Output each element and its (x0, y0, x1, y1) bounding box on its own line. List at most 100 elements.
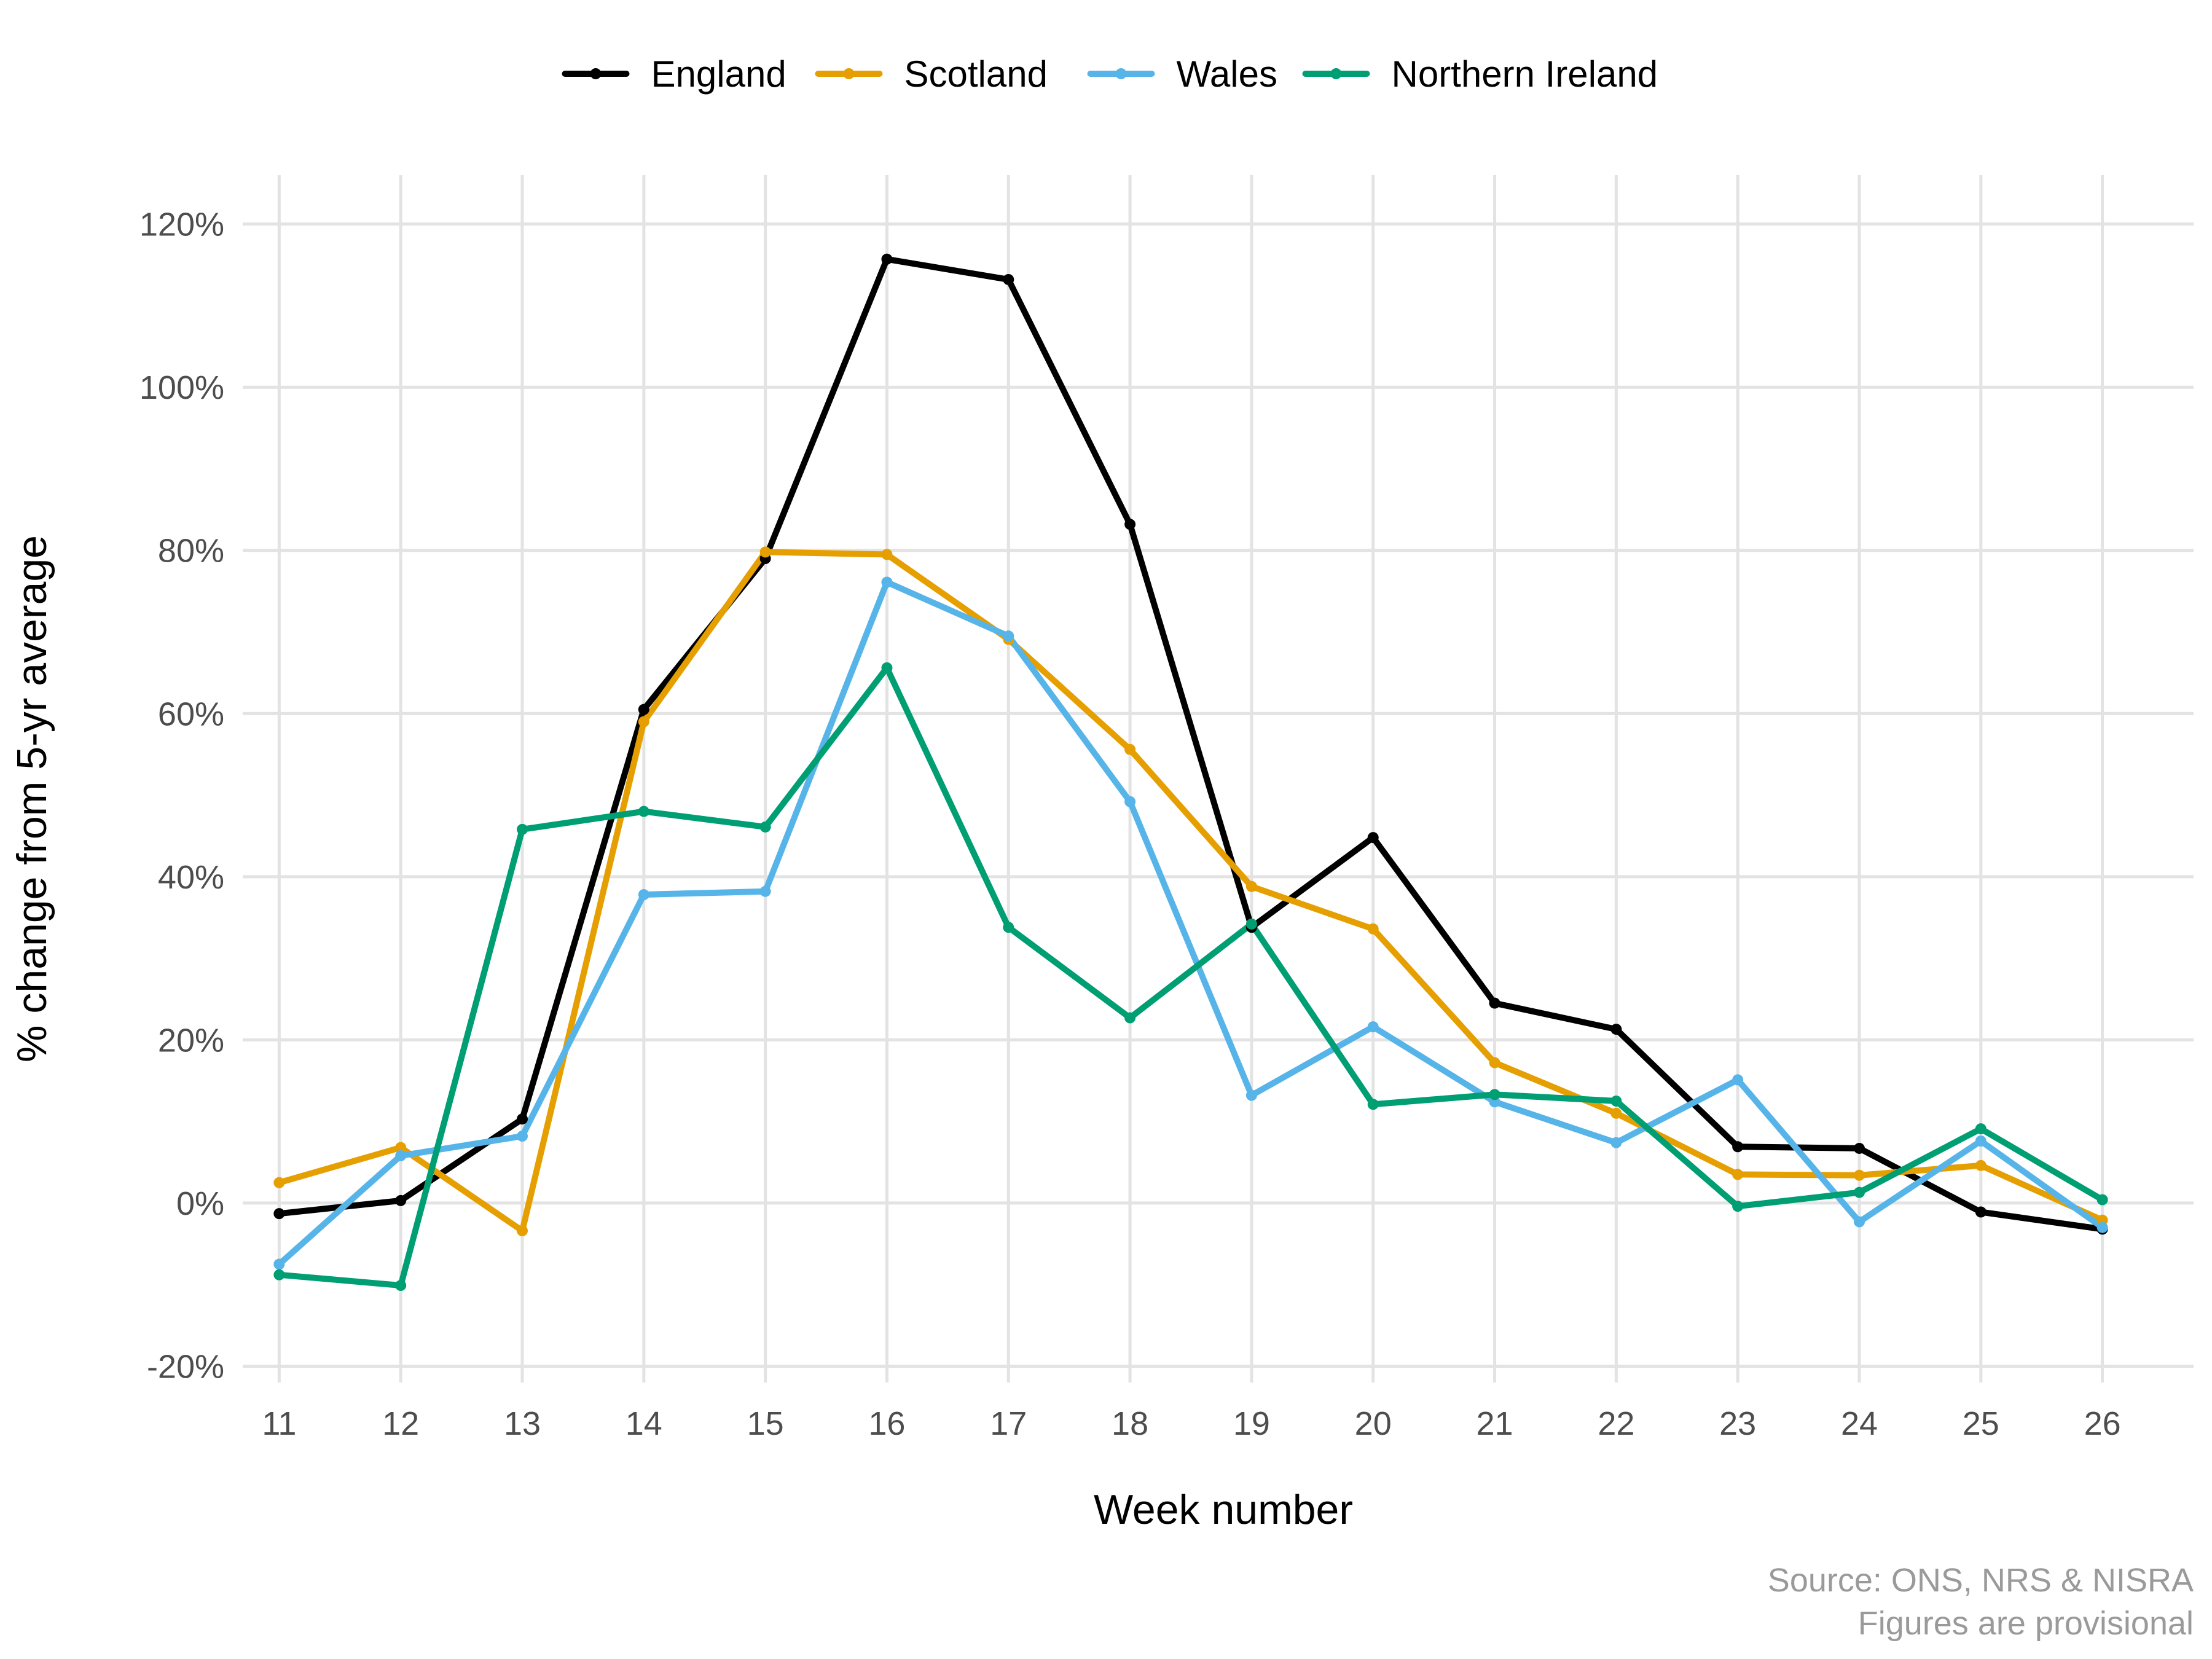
data-point-wales (638, 889, 649, 901)
data-point-england (1975, 1206, 1986, 1218)
x-tick-label: 11 (262, 1405, 296, 1442)
data-point-england (881, 253, 893, 265)
data-point-scotland (1367, 923, 1379, 935)
data-point-england (1853, 1142, 1865, 1154)
x-axis-tick-labels: 11 12 13 14 15 16 17 18 19 20 21 22 23 24 25 26 (262, 1405, 2120, 1442)
y-tick-label: 80% (158, 533, 224, 570)
legend-marker-england (590, 68, 602, 79)
x-tick-label: 17 (990, 1405, 1027, 1442)
y-tick-label: 60% (158, 696, 224, 732)
data-point-northern-ireland (759, 821, 771, 833)
data-point-scotland (1732, 1169, 1744, 1180)
y-axis-tick-labels: -20% 0% 20% 40% 60% 80% 100% 120% (139, 206, 224, 1386)
data-point-england (273, 1208, 285, 1220)
data-point-england (638, 704, 649, 715)
data-point-northern-ireland (2096, 1194, 2108, 1206)
x-axis-title: Week number (1094, 1486, 1353, 1533)
data-point-scotland (395, 1142, 407, 1153)
series-points (273, 253, 2108, 1292)
data-point-england (1610, 1024, 1622, 1035)
legend-label-wales: Wales (1177, 53, 1277, 95)
y-tick-label: 100% (139, 369, 224, 406)
data-point-wales (2096, 1222, 2108, 1233)
data-point-wales (516, 1131, 528, 1142)
legend-label-england: England (651, 53, 786, 95)
x-tick-label: 18 (1112, 1405, 1148, 1442)
x-tick-label: 25 (1963, 1405, 1999, 1442)
x-tick-label: 12 (382, 1405, 419, 1442)
data-point-scotland (1245, 880, 1257, 892)
data-point-wales (881, 576, 893, 588)
data-point-northern-ireland (516, 823, 528, 835)
data-point-wales (273, 1258, 285, 1270)
data-point-england (516, 1113, 528, 1125)
data-point-england (1732, 1141, 1744, 1153)
x-tick-label: 15 (747, 1405, 784, 1442)
series-lines (276, 256, 2106, 1288)
data-point-wales (1367, 1021, 1379, 1033)
series-line-scotland (276, 549, 2106, 1234)
data-point-england (1489, 997, 1500, 1009)
series-line-northern-ireland (276, 664, 2106, 1288)
data-point-england (1124, 519, 1136, 530)
data-point-northern-ireland (1732, 1201, 1744, 1212)
legend-marker-northern-ireland (1330, 68, 1342, 79)
y-tick-label: -20% (147, 1348, 224, 1385)
data-point-northern-ireland (273, 1269, 285, 1281)
y-tick-label: 40% (158, 859, 224, 896)
data-point-northern-ireland (1245, 918, 1257, 930)
data-point-northern-ireland (1610, 1095, 1622, 1107)
x-tick-label: 22 (1598, 1405, 1634, 1442)
data-point-wales (1975, 1135, 1986, 1147)
data-point-northern-ireland (1367, 1099, 1379, 1110)
data-point-wales (1245, 1089, 1257, 1101)
data-point-scotland (273, 1177, 285, 1188)
data-point-northern-ireland (881, 662, 893, 673)
data-point-wales (1124, 796, 1136, 807)
series-line-wales (276, 579, 2106, 1268)
x-tick-label: 14 (626, 1405, 662, 1442)
data-point-scotland (759, 546, 771, 558)
data-point-northern-ireland (1124, 1012, 1136, 1024)
data-point-scotland (516, 1225, 528, 1237)
data-point-wales (1610, 1137, 1622, 1148)
x-tick-label: 13 (504, 1405, 541, 1442)
x-tick-label: 16 (868, 1405, 905, 1442)
data-point-northern-ireland (638, 806, 649, 817)
x-tick-label: 26 (2084, 1405, 2121, 1442)
x-tick-label: 19 (1233, 1405, 1270, 1442)
gridlines (243, 175, 2194, 1382)
data-point-scotland (1610, 1107, 1622, 1119)
data-point-northern-ireland (1489, 1089, 1500, 1100)
data-point-northern-ireland (1853, 1186, 1865, 1198)
y-axis-title: % change from 5-yr average (9, 535, 55, 1062)
legend-marker-scotland (843, 68, 855, 79)
data-point-wales (759, 885, 771, 897)
data-point-england (1367, 832, 1379, 844)
data-point-northern-ireland (395, 1280, 407, 1292)
data-point-scotland (1489, 1057, 1500, 1069)
caption-note: Figures are provisional (1858, 1605, 2194, 1642)
data-point-northern-ireland (1003, 922, 1014, 933)
legend-label-scotland: Scotland (904, 53, 1048, 95)
data-point-scotland (638, 716, 649, 728)
data-point-northern-ireland (1975, 1123, 1986, 1135)
x-tick-label: 20 (1355, 1405, 1392, 1442)
y-tick-label: 120% (139, 206, 224, 243)
data-point-wales (395, 1150, 407, 1161)
data-point-england (1003, 273, 1014, 285)
data-point-scotland (1124, 743, 1136, 755)
legend-label-northern-ireland: Northern Ireland (1392, 53, 1658, 95)
y-tick-label: 0% (176, 1185, 224, 1222)
data-point-scotland (1853, 1169, 1865, 1181)
caption-source: Source: ONS, NRS & NISRA (1768, 1562, 2194, 1599)
y-tick-label: 20% (158, 1022, 224, 1059)
legend: England Scotland Wales Northern Ireland (562, 53, 1658, 95)
data-point-scotland (881, 549, 893, 560)
legend-marker-wales (1115, 68, 1127, 79)
data-point-wales (1732, 1074, 1744, 1086)
data-point-scotland (1975, 1159, 1986, 1171)
x-tick-label: 23 (1719, 1405, 1756, 1442)
